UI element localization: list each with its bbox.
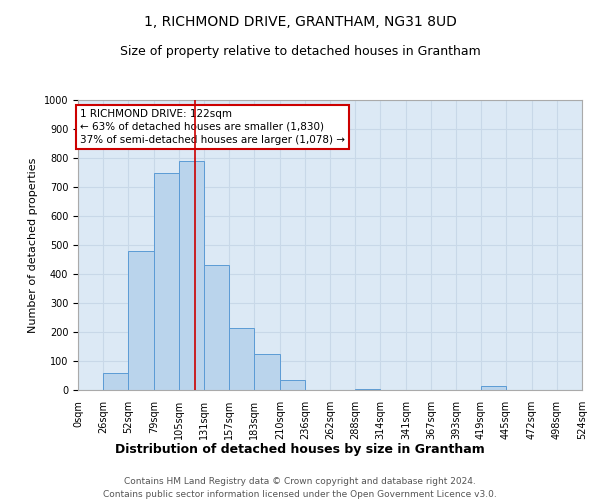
Text: Contains HM Land Registry data © Crown copyright and database right 2024.: Contains HM Land Registry data © Crown c… bbox=[124, 478, 476, 486]
Text: Distribution of detached houses by size in Grantham: Distribution of detached houses by size … bbox=[115, 442, 485, 456]
Bar bbox=[481, 386, 506, 390]
Text: Contains public sector information licensed under the Open Government Licence v3: Contains public sector information licen… bbox=[103, 490, 497, 499]
Y-axis label: Number of detached properties: Number of detached properties bbox=[28, 158, 38, 332]
Bar bbox=[179, 161, 204, 390]
Text: 1, RICHMOND DRIVE, GRANTHAM, NG31 8UD: 1, RICHMOND DRIVE, GRANTHAM, NG31 8UD bbox=[143, 15, 457, 29]
Text: 1 RICHMOND DRIVE: 122sqm
← 63% of detached houses are smaller (1,830)
37% of sem: 1 RICHMOND DRIVE: 122sqm ← 63% of detach… bbox=[80, 108, 345, 145]
Bar bbox=[280, 380, 305, 390]
Bar bbox=[128, 251, 154, 390]
Bar bbox=[103, 372, 128, 390]
Bar bbox=[254, 354, 280, 390]
Bar bbox=[204, 266, 229, 390]
Bar bbox=[229, 328, 254, 390]
Bar bbox=[154, 172, 179, 390]
Text: Size of property relative to detached houses in Grantham: Size of property relative to detached ho… bbox=[119, 45, 481, 58]
Bar bbox=[355, 388, 380, 390]
